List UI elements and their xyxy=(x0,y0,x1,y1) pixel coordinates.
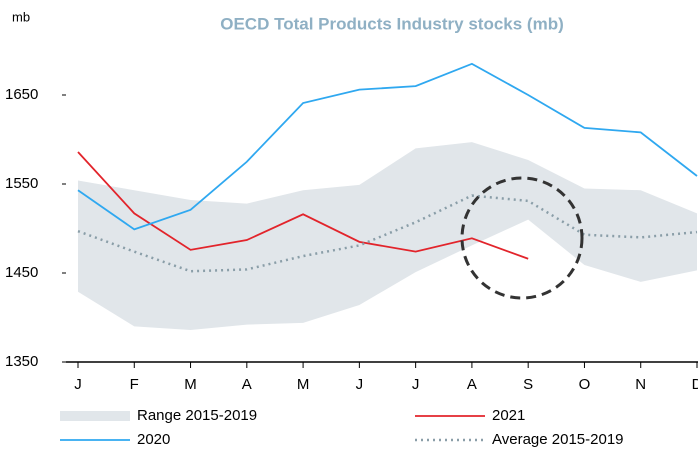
x-tick-label: F xyxy=(130,376,139,393)
x-tick-label: A xyxy=(242,376,252,393)
x-tick-label: J xyxy=(356,376,364,393)
x-tick-label: S xyxy=(523,376,533,393)
y-tick-label: 1350 xyxy=(5,353,38,370)
series-line xyxy=(77,194,698,273)
chart-title: OECD Total Products Industry stocks (mb) xyxy=(220,14,564,33)
series-line xyxy=(77,62,698,231)
legend-label: 2021 xyxy=(492,407,525,424)
x-tick-label: M xyxy=(184,376,197,393)
y-tick-label: 1550 xyxy=(5,175,38,192)
highlight-circle xyxy=(460,176,584,300)
legend-label: 2020 xyxy=(137,431,170,448)
x-tick-label: J xyxy=(74,376,82,393)
series-line xyxy=(77,151,529,260)
y-tick-label: 1650 xyxy=(5,86,38,103)
range-band xyxy=(78,142,697,330)
legend-label: Average 2015-2019 xyxy=(492,431,624,448)
legend-label: Range 2015-2019 xyxy=(137,407,257,424)
x-tick-label: D xyxy=(692,376,698,393)
x-tick-label: O xyxy=(579,376,591,393)
x-tick-label: M xyxy=(297,376,310,393)
x-tick-label: N xyxy=(635,376,646,393)
y-axis-label: mb xyxy=(12,9,30,24)
x-tick-label: J xyxy=(412,376,420,393)
x-tick-label: A xyxy=(467,376,477,393)
y-tick-label: 1450 xyxy=(5,264,38,281)
